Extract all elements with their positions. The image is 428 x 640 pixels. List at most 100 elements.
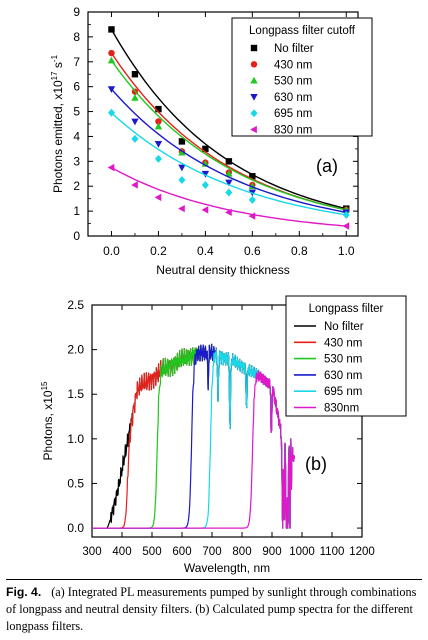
- figure-caption: Fig. 4. (a) Integrated PL measurements pu…: [6, 584, 424, 635]
- y-axis-label: Photons emitted, x1017 s-1: [50, 54, 65, 193]
- y-tick-label: 1.5: [67, 387, 84, 401]
- spectrum-line: [91, 343, 296, 529]
- y-tick-label: 7: [73, 55, 80, 69]
- x-tick-label: 700: [202, 546, 221, 558]
- y-tick-label: 3: [73, 154, 80, 168]
- spectrum-line: [91, 343, 296, 529]
- series: [107, 163, 350, 230]
- data-point: [107, 163, 115, 172]
- legend-entry: No filter: [274, 43, 314, 55]
- legend-entry: 630 nm: [274, 92, 312, 104]
- x-tick-label: 500: [142, 546, 161, 558]
- data-point: [248, 195, 256, 204]
- y-tick-label: 5: [73, 105, 80, 119]
- data-point: [154, 154, 162, 163]
- data-point: [107, 108, 115, 117]
- data-point: [131, 71, 139, 78]
- data-point: [201, 206, 209, 214]
- data-point: [250, 61, 258, 68]
- y-tick-label: 0: [73, 229, 80, 243]
- y-tick-label: 6: [73, 80, 80, 94]
- legend-box: [285, 295, 407, 417]
- data-point: [225, 179, 233, 187]
- data-point: [225, 188, 233, 197]
- y-tick-label: 2.0: [67, 343, 84, 357]
- x-tick-label: 400: [112, 546, 131, 558]
- legend-entry: No filter: [324, 321, 364, 333]
- legend-entry: 830nm: [324, 403, 359, 415]
- data-point: [225, 169, 233, 177]
- fit-curve: [110, 60, 347, 211]
- data-point: [250, 125, 257, 134]
- figure-number: Fig. 4.: [6, 585, 42, 599]
- x-tick-label: 600: [172, 546, 191, 558]
- data-point: [201, 170, 210, 178]
- y-axis-label-unit-exponent: -1: [50, 54, 59, 62]
- y-axis-label-unit: s: [51, 62, 65, 71]
- chart-panel-b: 0.0 0.5 1.0 1.5 2.0 2.5 300 400 500 600 700 800 900 1…: [40, 295, 407, 575]
- y-tick-label: 9: [73, 5, 80, 19]
- x-tick-label: 1100: [320, 546, 345, 558]
- data-point: [107, 56, 116, 64]
- y-axis-label-exponent: 17: [50, 71, 59, 80]
- data-point: [154, 122, 163, 130]
- data-point: [131, 118, 139, 126]
- data-point: [249, 173, 256, 180]
- x-tick-label: 0.0: [103, 244, 120, 258]
- y-tick-label: 1: [73, 204, 80, 218]
- data-point: [342, 222, 350, 230]
- caption-text: (a) Integrated PL measurements pumped by…: [6, 585, 417, 633]
- data-point: [107, 86, 116, 93]
- data-point: [155, 118, 162, 125]
- x-axis-label: Neutral density thickness: [156, 263, 289, 277]
- fit-curve: [111, 112, 347, 216]
- data-point: [155, 105, 162, 113]
- legend-entry: 630 nm: [324, 370, 362, 382]
- x-tick-label: 800: [232, 546, 251, 558]
- caption-rule: [6, 579, 422, 580]
- data-point: [248, 212, 256, 220]
- legend-entry: 830 nm: [274, 125, 312, 137]
- x-tick-label: 900: [262, 546, 281, 558]
- y-tick-label: 8: [73, 30, 80, 44]
- data-point: [131, 94, 139, 101]
- y-tick-label: 0.5: [67, 476, 84, 490]
- y-axis-label-text: Photons, x10: [41, 390, 55, 460]
- fit-curve: [110, 88, 347, 214]
- data-point: [178, 176, 186, 184]
- x-tick-label: 0.6: [244, 244, 261, 258]
- data-point: [178, 204, 185, 213]
- series: [107, 108, 350, 219]
- data-point: [250, 76, 258, 84]
- data-point: [250, 44, 258, 52]
- legend-entry: 430 nm: [274, 59, 312, 71]
- x-axis-label: Wavelength, nm: [184, 561, 270, 575]
- x-tick-label: 0.4: [197, 244, 214, 258]
- data-point: [202, 145, 209, 153]
- data-point: [108, 26, 115, 33]
- y-tick-label: 4: [73, 129, 80, 143]
- data-point: [201, 180, 209, 189]
- plot-frame: [91, 304, 363, 538]
- spectrum-line: [91, 343, 296, 529]
- data-point: [225, 208, 232, 217]
- legend-entry: 695 nm: [274, 108, 312, 120]
- x-tick-label: 1.0: [338, 244, 355, 258]
- chart-panel-a: 0 1 2 3 4 5 6 7 8 9 0.0 0.2 0.4 0.6 0.8 1.0 Neutral dens…: [50, 5, 373, 277]
- data-point: [225, 158, 233, 165]
- legend-box: [231, 17, 373, 137]
- legend-title: Longpass filter: [309, 303, 384, 315]
- legend-entry: 530 nm: [324, 354, 362, 366]
- y-tick-label: 2.5: [67, 298, 84, 312]
- data-point: [178, 164, 186, 172]
- x-tick-label: 1000: [289, 546, 315, 558]
- y-axis-label-text: Photons emitted, x10: [51, 80, 65, 193]
- x-tick-label: 0.2: [150, 244, 167, 258]
- legend-entry: 430 nm: [324, 337, 362, 349]
- data-point: [108, 49, 115, 57]
- data-point: [154, 141, 163, 148]
- figure-charts: 0 1 2 3 4 5 6 7 8 9 0.0 0.2 0.4 0.6 0.8 1.0 Neutral dens…: [40, 5, 407, 575]
- y-tick-label: 2: [73, 179, 80, 193]
- data-point: [342, 210, 350, 219]
- y-tick-label: 0.0: [67, 521, 84, 535]
